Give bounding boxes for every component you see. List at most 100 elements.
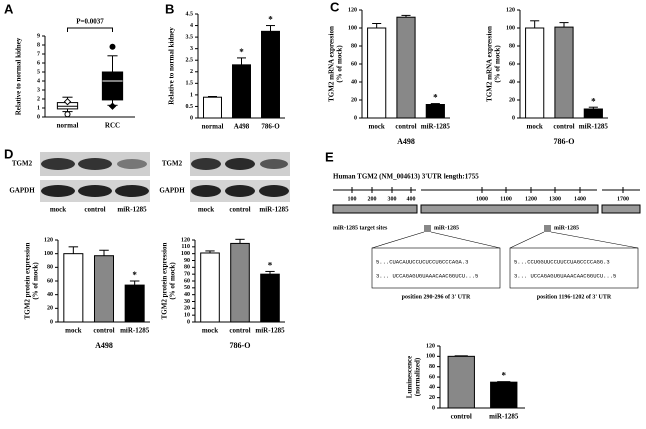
bar: [63, 253, 84, 323]
sequence: 5...CUACAUUCCUCUCCUGCCCAGA.3: [376, 258, 468, 265]
y-axis-label: TGM2 protein expression: [24, 243, 32, 320]
y-tick-label: 100: [181, 251, 190, 257]
ruler-label: 1700: [617, 196, 629, 202]
y-tick-label: 8: [37, 42, 40, 48]
y-tick-label: 4: [190, 23, 193, 29]
y-tick-label: 80: [47, 265, 53, 271]
y-axis-label: TGM2 mRNA expression: [486, 26, 494, 102]
outlier: [63, 97, 72, 106]
y-tick-label: 80: [429, 364, 435, 370]
sequence: 3... UCCAGAGUGUAAACAACGGUCU...5: [376, 272, 478, 279]
ruler-label: 1300: [549, 196, 561, 202]
lane-label: mock: [198, 206, 214, 214]
site-name: miR-1285: [434, 225, 459, 231]
y-tick-label: 0: [190, 115, 193, 121]
x-tick-label: miR-1285: [120, 327, 150, 335]
significance-marker: *: [268, 15, 273, 25]
x-tick-label: 786-O: [261, 123, 280, 131]
y-axis-label: (normalized): [414, 357, 422, 396]
site-name: miR-1285: [554, 225, 579, 231]
y-tick-label: 40: [509, 79, 515, 85]
bar: [203, 96, 222, 119]
y-tick-label: 120: [44, 237, 53, 243]
bar: [490, 381, 518, 409]
significance-marker: *: [132, 270, 137, 280]
y-tick-label: 80: [509, 43, 515, 49]
y-tick-label: 20: [47, 306, 53, 312]
outlier: [64, 111, 71, 118]
y-tick-label: 6: [37, 60, 40, 66]
bar: [396, 16, 416, 119]
lane-label: miR-1285: [117, 206, 147, 214]
x-tick-label: miR-1285: [255, 327, 285, 335]
y-tick-label: 120: [426, 343, 435, 349]
site-position: position 290-296 of 3' UTR: [402, 294, 471, 300]
y-tick-label: 20: [184, 306, 190, 312]
ruler-label: 1200: [525, 196, 537, 202]
significance-marker: *: [268, 260, 273, 270]
y-tick-label: 0: [432, 405, 435, 411]
y-tick-label: 100: [348, 25, 357, 31]
y-tick-label: 40: [184, 292, 190, 298]
bar: [525, 27, 545, 119]
y-tick-label: 90: [184, 258, 190, 264]
y-axis-label: (% of mock): [169, 262, 177, 300]
y-tick-label: 20: [509, 97, 515, 103]
y-tick-label: 4.5: [186, 11, 194, 17]
x-tick-label: mock: [65, 327, 81, 335]
y-axis-label: (% of mock): [336, 45, 344, 83]
bar: [583, 108, 603, 119]
y-tick-label: 9: [37, 33, 40, 39]
x-tick-label: mock: [526, 123, 542, 131]
x-tick-label: miR-1285: [421, 123, 451, 131]
site-position: position 1196-1202 of 3' UTR: [537, 294, 612, 300]
y-axis-label: (% of mock): [32, 262, 40, 300]
lane-label: miR-1285: [259, 206, 289, 214]
ruler-label: 100: [348, 196, 357, 202]
panel-letter: B: [165, 1, 174, 16]
panel-letter: E: [325, 149, 334, 164]
lane-label: control: [84, 206, 105, 214]
y-tick-label: 120: [348, 7, 357, 13]
x-axis-label: 786-O: [230, 341, 251, 350]
y-tick-label: 60: [429, 374, 435, 380]
western-blot: [40, 152, 290, 202]
bracket: [67, 27, 113, 32]
outlier: [109, 43, 116, 50]
y-tick-label: 100: [426, 354, 435, 360]
y-tick-label: 60: [351, 61, 357, 67]
panel-letter: A: [4, 1, 14, 16]
box: [101, 71, 124, 101]
x-tick-label: miR-1285: [489, 413, 519, 421]
bar: [425, 104, 445, 119]
outlier: [108, 102, 117, 110]
bar: [261, 30, 280, 119]
y-axis-label: TGM2 mRNA expression: [328, 26, 336, 102]
bar: [260, 273, 280, 323]
y-tick-label: 20: [429, 395, 435, 401]
bar: [93, 255, 115, 323]
bar: [367, 27, 387, 119]
panel-letter: D: [4, 146, 13, 161]
y-tick-label: 80: [184, 265, 190, 271]
x-tick-label: control: [451, 413, 472, 421]
blot-label: GAPDH: [159, 187, 185, 195]
y-tick-label: 7: [37, 51, 40, 57]
y-tick-label: 60: [47, 278, 53, 284]
significance-marker: *: [591, 96, 596, 106]
y-tick-label: 1: [37, 105, 40, 111]
x-tick-label: normal: [202, 123, 224, 131]
bar: [447, 355, 475, 409]
y-tick-label: 120: [506, 7, 515, 13]
panel-letter: C: [330, 0, 340, 14]
bar: [554, 26, 574, 119]
ruler-label: 200: [368, 196, 377, 202]
y-tick-label: 100: [44, 251, 53, 257]
y-tick-label: 40: [47, 292, 53, 298]
bar: [200, 252, 220, 323]
y-tick-label: 20: [351, 97, 357, 103]
y-tick-label: 3: [190, 46, 193, 52]
y-tick-label: 3: [37, 87, 40, 93]
y-tick-label: 0.5: [186, 104, 194, 110]
ruler-label: 1100: [500, 196, 512, 202]
